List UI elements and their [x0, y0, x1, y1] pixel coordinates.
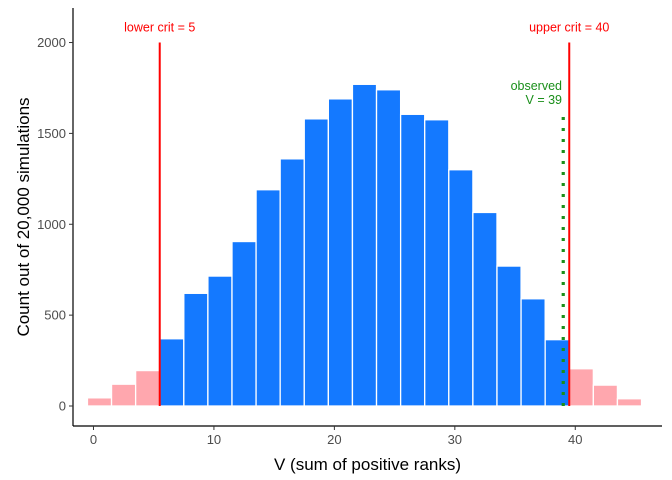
- histogram-bar: [496, 265, 522, 407]
- histogram-bar: [424, 119, 450, 407]
- histogram-bar: [520, 298, 546, 407]
- histogram-bar: [592, 384, 619, 407]
- histogram-bar: [86, 397, 113, 407]
- histogram-bar: [375, 89, 402, 407]
- y-axis-title: Count out of 20,000 simulations: [14, 97, 33, 336]
- upper-critical-label: upper crit = 40: [529, 21, 609, 35]
- histogram-bar: [448, 169, 474, 407]
- x-tick-label: 10: [207, 432, 221, 447]
- histogram-bar: [351, 83, 378, 407]
- histogram-bar: [472, 211, 498, 407]
- histogram-bar: [207, 275, 233, 407]
- histogram-bar: [616, 398, 643, 407]
- histogram-bar: [134, 369, 161, 407]
- x-tick-label: 20: [327, 432, 341, 447]
- y-tick-label: 1000: [37, 217, 66, 232]
- observed-v-label: observed V = 39: [511, 79, 562, 107]
- annotations-layer: lower crit = 5 upper crit = 40 observed V =…: [124, 21, 609, 107]
- histogram-bar: [399, 113, 426, 407]
- histogram-bar: [255, 189, 281, 407]
- y-tick-label: 500: [44, 308, 66, 323]
- histogram-bar: [544, 339, 570, 407]
- axes-layer: [72, 8, 662, 427]
- histogram-bar: [110, 383, 137, 407]
- histogram-bar: [159, 338, 185, 407]
- histogram-bar: [303, 118, 330, 407]
- y-tick-label: 1500: [37, 126, 66, 141]
- lower-critical-label: lower crit = 5: [124, 21, 195, 35]
- y-tick-label: 0: [59, 399, 66, 414]
- histogram-bar: [568, 368, 594, 407]
- x-tick-label: 0: [90, 432, 97, 447]
- x-tick-label: 40: [568, 432, 582, 447]
- ticks-layer: 0 10 20 30 40 0 500 1000 1500 2000: [37, 35, 582, 447]
- histogram-bar: [327, 98, 354, 407]
- x-axis-title: V (sum of positive ranks): [274, 455, 461, 474]
- histogram-bar: [231, 240, 257, 407]
- histogram-bar: [183, 292, 209, 407]
- reference-lines-layer: [158, 42, 571, 407]
- bars-layer: [86, 83, 643, 407]
- y-tick-label: 2000: [37, 35, 66, 50]
- histogram-bar: [279, 158, 305, 407]
- x-tick-label: 30: [448, 432, 462, 447]
